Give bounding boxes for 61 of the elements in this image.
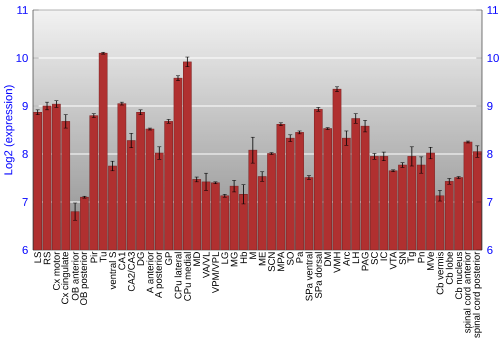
x-tick-label: CA2/CA3 [128,252,135,292]
x-tick-label: SO [286,252,294,266]
x-tick-label: A posterior [154,252,164,298]
x-tick-label: Cx cingulate [61,252,70,304]
x-tick-label: CA1 [118,252,126,270]
x-tick-label: LH [352,252,360,264]
y-axis-title: Log2 (expression) [4,85,15,174]
x-tick-label: SCN [268,252,275,272]
y-tick-label: 11 [17,6,28,14]
x-tick-label: MG [230,252,238,266]
x-tick-label: ME [258,252,266,266]
x-tick-label: SPa ventral [305,252,312,301]
x-tick-label: MD [193,252,200,266]
y-tick-label: 9 [22,102,28,110]
x-tick-label: GP [165,252,172,265]
y-tick-label: 6 [22,246,28,254]
y2-tick-label: 9 [487,102,492,110]
x-tick-label: SN [399,252,406,264]
x-tick-label: SPa dorsal [314,252,322,298]
x-tick-label: A anterior [146,252,154,294]
x-tick-label: VPM/VPL [212,252,219,294]
y2-tick-label: 11 [488,6,498,14]
y2-tick-label: 8 [487,150,493,158]
x-tick-label: Cb vermis [436,252,444,294]
x-tick-label: VMH [334,252,340,273]
x-tick-label: Tg [408,252,416,263]
x-tick-label: VTA [390,252,396,270]
x-tick-label: Tu [100,252,106,262]
x-tick-label: PAG [362,252,368,270]
x-tick-label: ventral S [108,252,116,290]
x-tick-label: Pir [90,252,98,263]
x-tick-label: DG [137,252,144,266]
x-tick-label: Arc [343,252,350,266]
x-tick-label: MPA [278,252,284,271]
x-tick-label: M [250,252,256,259]
x-tick-label: VA/VL [202,252,210,278]
x-tick-label: spinal cord anterior [463,252,472,333]
y-tick-label: 7 [22,198,28,206]
x-tick-label: IC [380,252,388,260]
x-tick-label: SC [371,252,378,264]
x-tick-label: Cb lobe [446,252,453,284]
x-tick-label: CPu lateral [174,252,182,299]
x-tick-label: LS [34,252,42,263]
x-tick-label: DM [324,252,331,266]
x-tick-label: Hb [240,252,247,264]
x-tick-label: CPu medial [184,252,191,301]
x-tick-label: RS [44,252,50,264]
y2-tick-label: 6 [487,246,493,254]
x-tick-label: LG [221,252,228,264]
x-tick-label: OB anterior [72,252,79,300]
x-tick-label: spinal cord posterior [472,252,482,338]
x-tick-label: MVe [427,252,434,270]
x-tick-label: Pn [418,252,424,263]
y2-tick-label: 7 [487,198,492,206]
x-tick-label: Cx motor [53,252,60,290]
y-tick-label: 8 [22,150,28,158]
x-tick-label: Cb nucleus [455,252,462,300]
y-tick-label: 10 [16,54,28,62]
x-tick-label: Pa [296,252,303,263]
x-tick-label: OB posterior [80,252,89,306]
y2-tick-label: 10 [488,54,499,62]
